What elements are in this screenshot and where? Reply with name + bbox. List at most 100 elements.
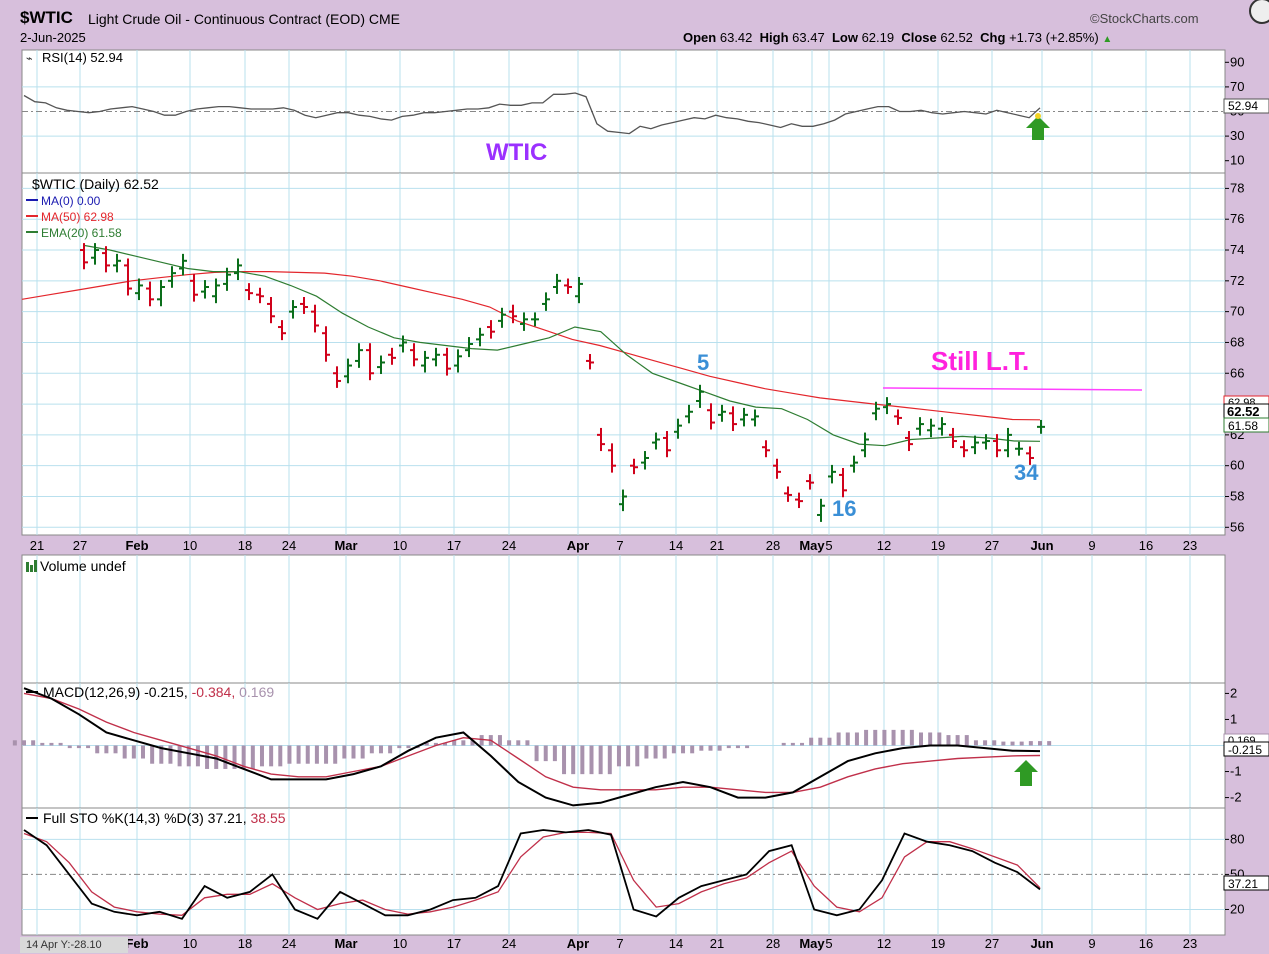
annotation-5: 5: [697, 350, 709, 375]
x-axis-label: Feb: [125, 538, 148, 553]
x-axis-label: 5: [825, 538, 832, 553]
ema20-line: [83, 244, 1041, 447]
price-gridlines: [22, 173, 1225, 535]
x-axis-label: 27: [985, 538, 999, 553]
ohlc-bar: [619, 489, 627, 512]
ohlc-summary: Open 63.42 High 63.47 Low 62.19 Close 62…: [683, 30, 1112, 45]
axis-tick-label: 76: [1230, 211, 1244, 226]
x-axis-label: 21: [30, 538, 44, 553]
ohlc-bar: [597, 427, 605, 452]
ohlc-bar: [1015, 441, 1023, 456]
ohlc-bar: [542, 292, 550, 311]
sto-d-line: [23, 831, 1041, 916]
ohlc-bar: [861, 432, 869, 458]
volume-gridlines: [36, 555, 1191, 683]
x-axis-label: Mar: [334, 936, 357, 951]
ohlc-bar: [80, 243, 88, 270]
x-axis-label: 14: [669, 538, 683, 553]
x-axis-label: 9: [1088, 936, 1095, 951]
x-axis-label: 12: [877, 538, 891, 553]
volume-panel-bg: [21, 554, 1226, 684]
axis-tick-label: -1: [1230, 764, 1242, 779]
macd-panel: 210-1-2 MACD(12,26,9) -0.215, -0.384, 0.…: [12, 682, 1269, 809]
ohlc-bar: [630, 458, 638, 475]
x-axis-label: 16: [1139, 936, 1153, 951]
ohlc-bar: [817, 498, 825, 522]
x-axis-label: May: [799, 936, 825, 951]
rsi-current-label: 52.94: [1228, 99, 1258, 113]
ohlc-bar: [509, 304, 517, 324]
low-value: 62.19: [861, 30, 895, 45]
x-axis-label: Jun: [1030, 936, 1053, 951]
axis-tick-label: 72: [1230, 273, 1244, 288]
ohlc-bar: [894, 409, 902, 425]
x-axis-label: 10: [393, 538, 407, 553]
ohlc-bar: [839, 467, 847, 498]
x-axis-label: 27: [985, 936, 999, 951]
volume-panel: Volume undef: [21, 554, 1226, 684]
macd-value-label: -0.215: [1228, 743, 1262, 757]
ohlc-bar: [102, 246, 110, 273]
ohlc-bar: [971, 435, 979, 455]
ohlc-bar: [168, 266, 176, 288]
ma50-line: [21, 271, 1041, 421]
ohlc-bar: [806, 474, 814, 490]
axis-tick-label: -2: [1230, 790, 1242, 805]
ohlc-bar: [443, 347, 451, 376]
sto-value-box: [1223, 875, 1269, 891]
macd-legend-main: MACD(12,26,9) -0.215,: [43, 684, 188, 700]
ohlc-bar: [531, 312, 539, 327]
ohlc-bar: [278, 320, 286, 341]
x-axis-label: May: [799, 538, 825, 553]
window-control-icon[interactable]: [1249, 0, 1269, 24]
ohlc-bar: [201, 280, 209, 299]
ohlc-bar: [696, 384, 704, 408]
x-axis-lower: 2127Feb101824Mar101724Apr7142128May51219…: [30, 936, 1197, 951]
ohlc-bar: [212, 278, 220, 304]
ohlc-bar: [993, 434, 1001, 458]
ohlc-bar: [267, 297, 275, 324]
axis-tick-label: 60: [1230, 458, 1244, 473]
x-axis-label: 14: [669, 936, 683, 951]
ohlc-bar: [520, 312, 528, 331]
axis-tick-label: 20: [1230, 901, 1244, 916]
ohlc-bar: [245, 283, 253, 301]
x-axis-label: 27: [73, 538, 87, 553]
sto-value-label: 37.21: [1228, 877, 1258, 891]
ohlc-bar: [652, 432, 660, 450]
macd-legend-signal: -0.384,: [192, 684, 236, 700]
high-value: 63.47: [792, 30, 825, 45]
ohlc-bar: [124, 258, 132, 296]
chg-label: Chg: [980, 30, 1006, 45]
ohlc-bar: [564, 278, 572, 294]
ohlc-bar: [982, 434, 990, 450]
x-axis-label: Feb: [125, 936, 148, 951]
ohlc-bar: [685, 404, 693, 424]
low-label: Low: [831, 30, 858, 45]
axis-tick-label: 10: [1230, 153, 1244, 168]
x-axis-label: Mar: [334, 538, 357, 553]
ohlc-bar: [432, 347, 440, 367]
x-axis-label: Jun: [1030, 538, 1053, 553]
ma50-legend: MA(50) 62.98: [41, 210, 114, 224]
axis-tick-label: 90: [1230, 54, 1244, 69]
ohlc-bar: [465, 337, 473, 358]
ohlc-bar: [410, 343, 418, 367]
brand-logo[interactable]: ©StockCharts.com: [1090, 11, 1199, 26]
x-axis-label: 16: [1139, 538, 1153, 553]
axis-tick-label: 58: [1230, 488, 1244, 503]
ohlc-bar: [850, 455, 858, 473]
ohlc-bar: [762, 440, 770, 458]
ohlc-bar: [916, 417, 924, 436]
rsi-line: [23, 92, 1041, 135]
axis-tick-label: 74: [1230, 242, 1244, 257]
x-axis-label: 12: [877, 936, 891, 951]
x-axis-label: 18: [238, 538, 252, 553]
ohlc-bar: [421, 350, 429, 373]
ohlc-bar: [135, 278, 143, 301]
open-value: 63.42: [719, 30, 753, 45]
ohlc-bar: [322, 326, 330, 362]
high-label: High: [759, 30, 789, 45]
